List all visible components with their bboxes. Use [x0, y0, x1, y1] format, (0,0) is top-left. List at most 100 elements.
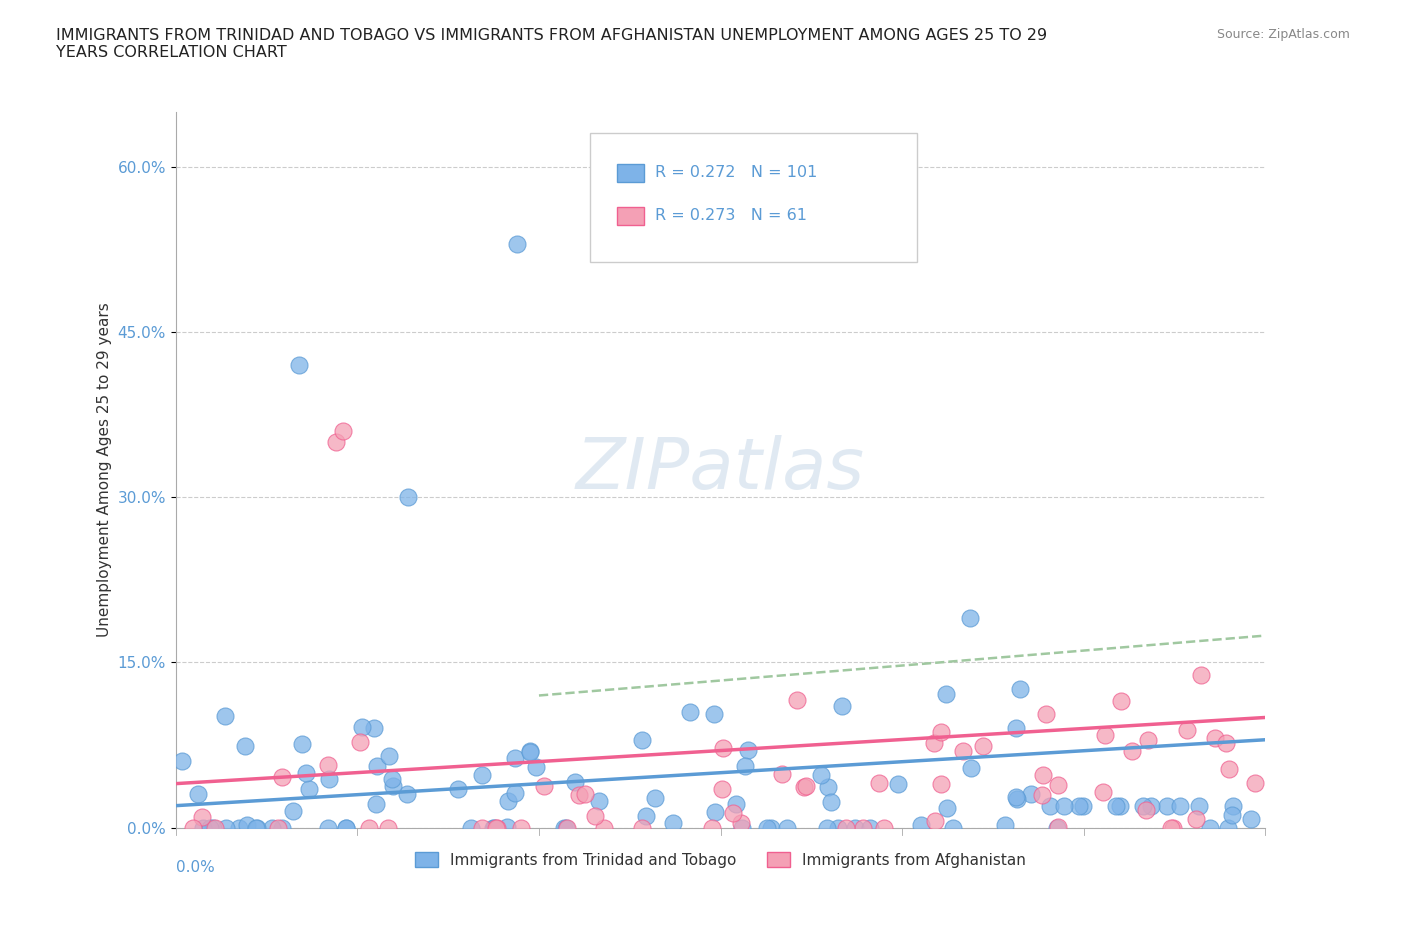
Immigrants from Trinidad and Tobago — [1105, 798, 1128, 813]
Immigrants from Trinidad and Tobago — [661, 816, 683, 830]
Immigrants from Trinidad and Tobago — [844, 820, 866, 835]
Immigrants from Trinidad and Tobago — [810, 767, 832, 782]
Immigrants from Afghanistan — [1092, 784, 1115, 799]
Immigrants from Trinidad and Tobago — [994, 817, 1017, 832]
Immigrants from Afghanistan — [485, 820, 508, 835]
Immigrants from Trinidad and Tobago — [350, 720, 373, 735]
Immigrants from Afghanistan — [711, 781, 734, 796]
Immigrants from Trinidad and Tobago — [396, 786, 419, 801]
Immigrants from Trinidad and Tobago — [1222, 798, 1244, 813]
Text: ZIPatlas: ZIPatlas — [576, 435, 865, 504]
Immigrants from Trinidad and Tobago — [496, 793, 519, 808]
Immigrants from Afghanistan — [191, 809, 214, 824]
Immigrants from Trinidad and Tobago — [246, 820, 269, 835]
Immigrants from Afghanistan — [593, 820, 616, 835]
Immigrants from Trinidad and Tobago — [506, 236, 529, 251]
Immigrants from Afghanistan — [1109, 694, 1132, 709]
Immigrants from Trinidad and Tobago — [756, 820, 779, 835]
Immigrants from Afghanistan — [181, 820, 204, 835]
Immigrants from Trinidad and Tobago — [776, 820, 799, 835]
Immigrants from Trinidad and Tobago — [378, 749, 401, 764]
Immigrants from Trinidad and Tobago — [1021, 787, 1043, 802]
Immigrants from Afghanistan — [772, 766, 794, 781]
Immigrants from Trinidad and Tobago — [233, 738, 256, 753]
Immigrants from Afghanistan — [1189, 667, 1212, 682]
Text: R = 0.273   N = 61: R = 0.273 N = 61 — [655, 208, 807, 223]
FancyBboxPatch shape — [617, 164, 644, 181]
Immigrants from Trinidad and Tobago — [761, 820, 783, 835]
Immigrants from Trinidad and Tobago — [935, 687, 957, 702]
Immigrants from Trinidad and Tobago — [524, 759, 547, 774]
Immigrants from Trinidad and Tobago — [636, 808, 658, 823]
Immigrants from Trinidad and Tobago — [291, 737, 314, 751]
Immigrants from Trinidad and Tobago — [288, 357, 311, 372]
Immigrants from Afghanistan — [1035, 707, 1057, 722]
Immigrants from Trinidad and Tobago — [1139, 798, 1161, 813]
Immigrants from Trinidad and Tobago — [396, 490, 419, 505]
Immigrants from Trinidad and Tobago — [1108, 798, 1130, 813]
Immigrants from Trinidad and Tobago — [1198, 820, 1220, 835]
Immigrants from Trinidad and Tobago — [555, 820, 578, 835]
Immigrants from Trinidad and Tobago — [505, 751, 527, 765]
Text: R = 0.272   N = 101: R = 0.272 N = 101 — [633, 162, 796, 177]
Y-axis label: Unemployment Among Ages 25 to 29 years: Unemployment Among Ages 25 to 29 years — [97, 302, 112, 637]
Immigrants from Trinidad and Tobago — [704, 804, 727, 819]
Immigrants from Trinidad and Tobago — [1005, 792, 1028, 807]
Immigrants from Trinidad and Tobago — [737, 743, 759, 758]
Legend: Immigrants from Trinidad and Tobago, Immigrants from Afghanistan: Immigrants from Trinidad and Tobago, Imm… — [409, 845, 1032, 874]
Immigrants from Trinidad and Tobago — [335, 820, 357, 835]
Immigrants from Trinidad and Tobago — [170, 753, 193, 768]
Immigrants from Afghanistan — [267, 820, 290, 835]
Immigrants from Afghanistan — [270, 770, 292, 785]
Immigrants from Trinidad and Tobago — [283, 804, 305, 818]
Immigrants from Trinidad and Tobago — [295, 765, 318, 780]
Immigrants from Afghanistan — [952, 744, 974, 759]
Immigrants from Trinidad and Tobago — [679, 705, 702, 720]
Immigrants from Trinidad and Tobago — [1156, 798, 1178, 813]
Immigrants from Afghanistan — [325, 434, 347, 449]
Immigrants from Afghanistan — [1243, 776, 1265, 790]
Immigrants from Afghanistan — [349, 734, 371, 749]
Immigrants from Trinidad and Tobago — [910, 817, 932, 832]
Immigrants from Afghanistan — [1136, 732, 1159, 747]
Immigrants from Afghanistan — [1160, 820, 1182, 835]
Immigrants from Afghanistan — [1031, 788, 1053, 803]
Immigrants from Trinidad and Tobago — [1010, 681, 1032, 696]
Immigrants from Afghanistan — [1121, 743, 1143, 758]
Immigrants from Afghanistan — [929, 724, 952, 739]
Immigrants from Trinidad and Tobago — [382, 778, 405, 793]
Immigrants from Trinidad and Tobago — [1046, 820, 1069, 835]
Immigrants from Trinidad and Tobago — [831, 699, 853, 714]
Immigrants from Trinidad and Tobago — [815, 820, 838, 835]
Immigrants from Trinidad and Tobago — [235, 817, 257, 832]
Immigrants from Trinidad and Tobago — [187, 787, 209, 802]
Text: Source: ZipAtlas.com: Source: ZipAtlas.com — [1216, 28, 1350, 41]
Immigrants from Afghanistan — [568, 788, 591, 803]
Immigrants from Trinidad and Tobago — [630, 732, 652, 747]
Immigrants from Trinidad and Tobago — [1216, 820, 1239, 835]
Immigrants from Afghanistan — [713, 741, 735, 756]
Immigrants from Trinidad and Tobago — [228, 820, 250, 835]
Immigrants from Trinidad and Tobago — [460, 820, 482, 835]
Immigrants from Afghanistan — [721, 805, 744, 820]
Immigrants from Afghanistan — [1185, 812, 1208, 827]
Immigrants from Trinidad and Tobago — [363, 721, 385, 736]
Immigrants from Trinidad and Tobago — [271, 820, 294, 835]
Immigrants from Trinidad and Tobago — [316, 820, 339, 835]
FancyBboxPatch shape — [591, 133, 917, 262]
Immigrants from Trinidad and Tobago — [519, 743, 541, 758]
Immigrants from Trinidad and Tobago — [564, 774, 586, 789]
Text: IMMIGRANTS FROM TRINIDAD AND TOBAGO VS IMMIGRANTS FROM AFGHANISTAN UNEMPLOYMENT : IMMIGRANTS FROM TRINIDAD AND TOBAGO VS I… — [56, 28, 1047, 60]
Immigrants from Afghanistan — [377, 820, 399, 835]
Immigrants from Trinidad and Tobago — [859, 820, 882, 835]
Immigrants from Trinidad and Tobago — [731, 820, 754, 835]
Immigrants from Trinidad and Tobago — [1240, 812, 1263, 827]
Immigrants from Trinidad and Tobago — [734, 759, 756, 774]
Immigrants from Trinidad and Tobago — [1220, 807, 1243, 822]
Immigrants from Afghanistan — [786, 693, 808, 708]
Immigrants from Trinidad and Tobago — [553, 820, 575, 835]
Immigrants from Trinidad and Tobago — [959, 761, 981, 776]
Text: R = 0.272   N = 101: R = 0.272 N = 101 — [655, 166, 817, 180]
Immigrants from Afghanistan — [357, 820, 380, 835]
Immigrants from Trinidad and Tobago — [447, 781, 470, 796]
